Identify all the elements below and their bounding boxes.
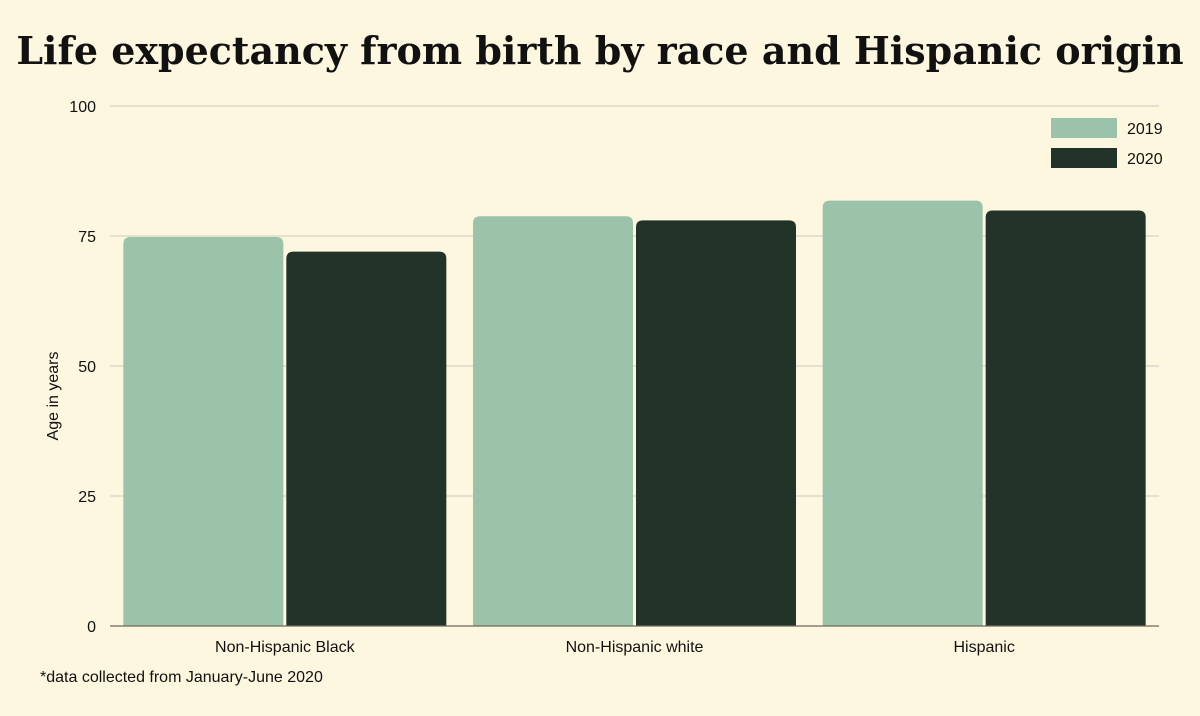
legend-label: 2019 [1127,121,1163,138]
legend-swatch-2020 [1051,148,1117,168]
x-tick-label: Non-Hispanic Black [215,639,356,656]
bar-2020-1 [636,220,796,626]
legend-label: 2020 [1127,151,1163,168]
bar-2019-0 [123,237,284,627]
legend-swatch-2019 [1051,118,1117,138]
y-tick-label: 75 [78,229,96,246]
bar-2020-2 [985,210,1146,626]
y-axis-label: Age in years [45,352,62,441]
chart-title: Life expectancy from birth by race and H… [16,28,1183,73]
x-tick-label: Hispanic [953,639,1014,656]
y-tick-label: 25 [78,489,96,506]
y-tick-label: 100 [69,99,96,116]
footnote: *data collected from January-June 2020 [40,669,323,686]
bar-2019-2 [822,200,983,626]
y-tick-label: 0 [87,619,96,636]
bar-2019-1 [473,216,633,627]
y-tick-label: 50 [78,359,96,376]
bar-2020-0 [286,251,447,626]
x-tick-label: Non-Hispanic white [566,639,704,656]
